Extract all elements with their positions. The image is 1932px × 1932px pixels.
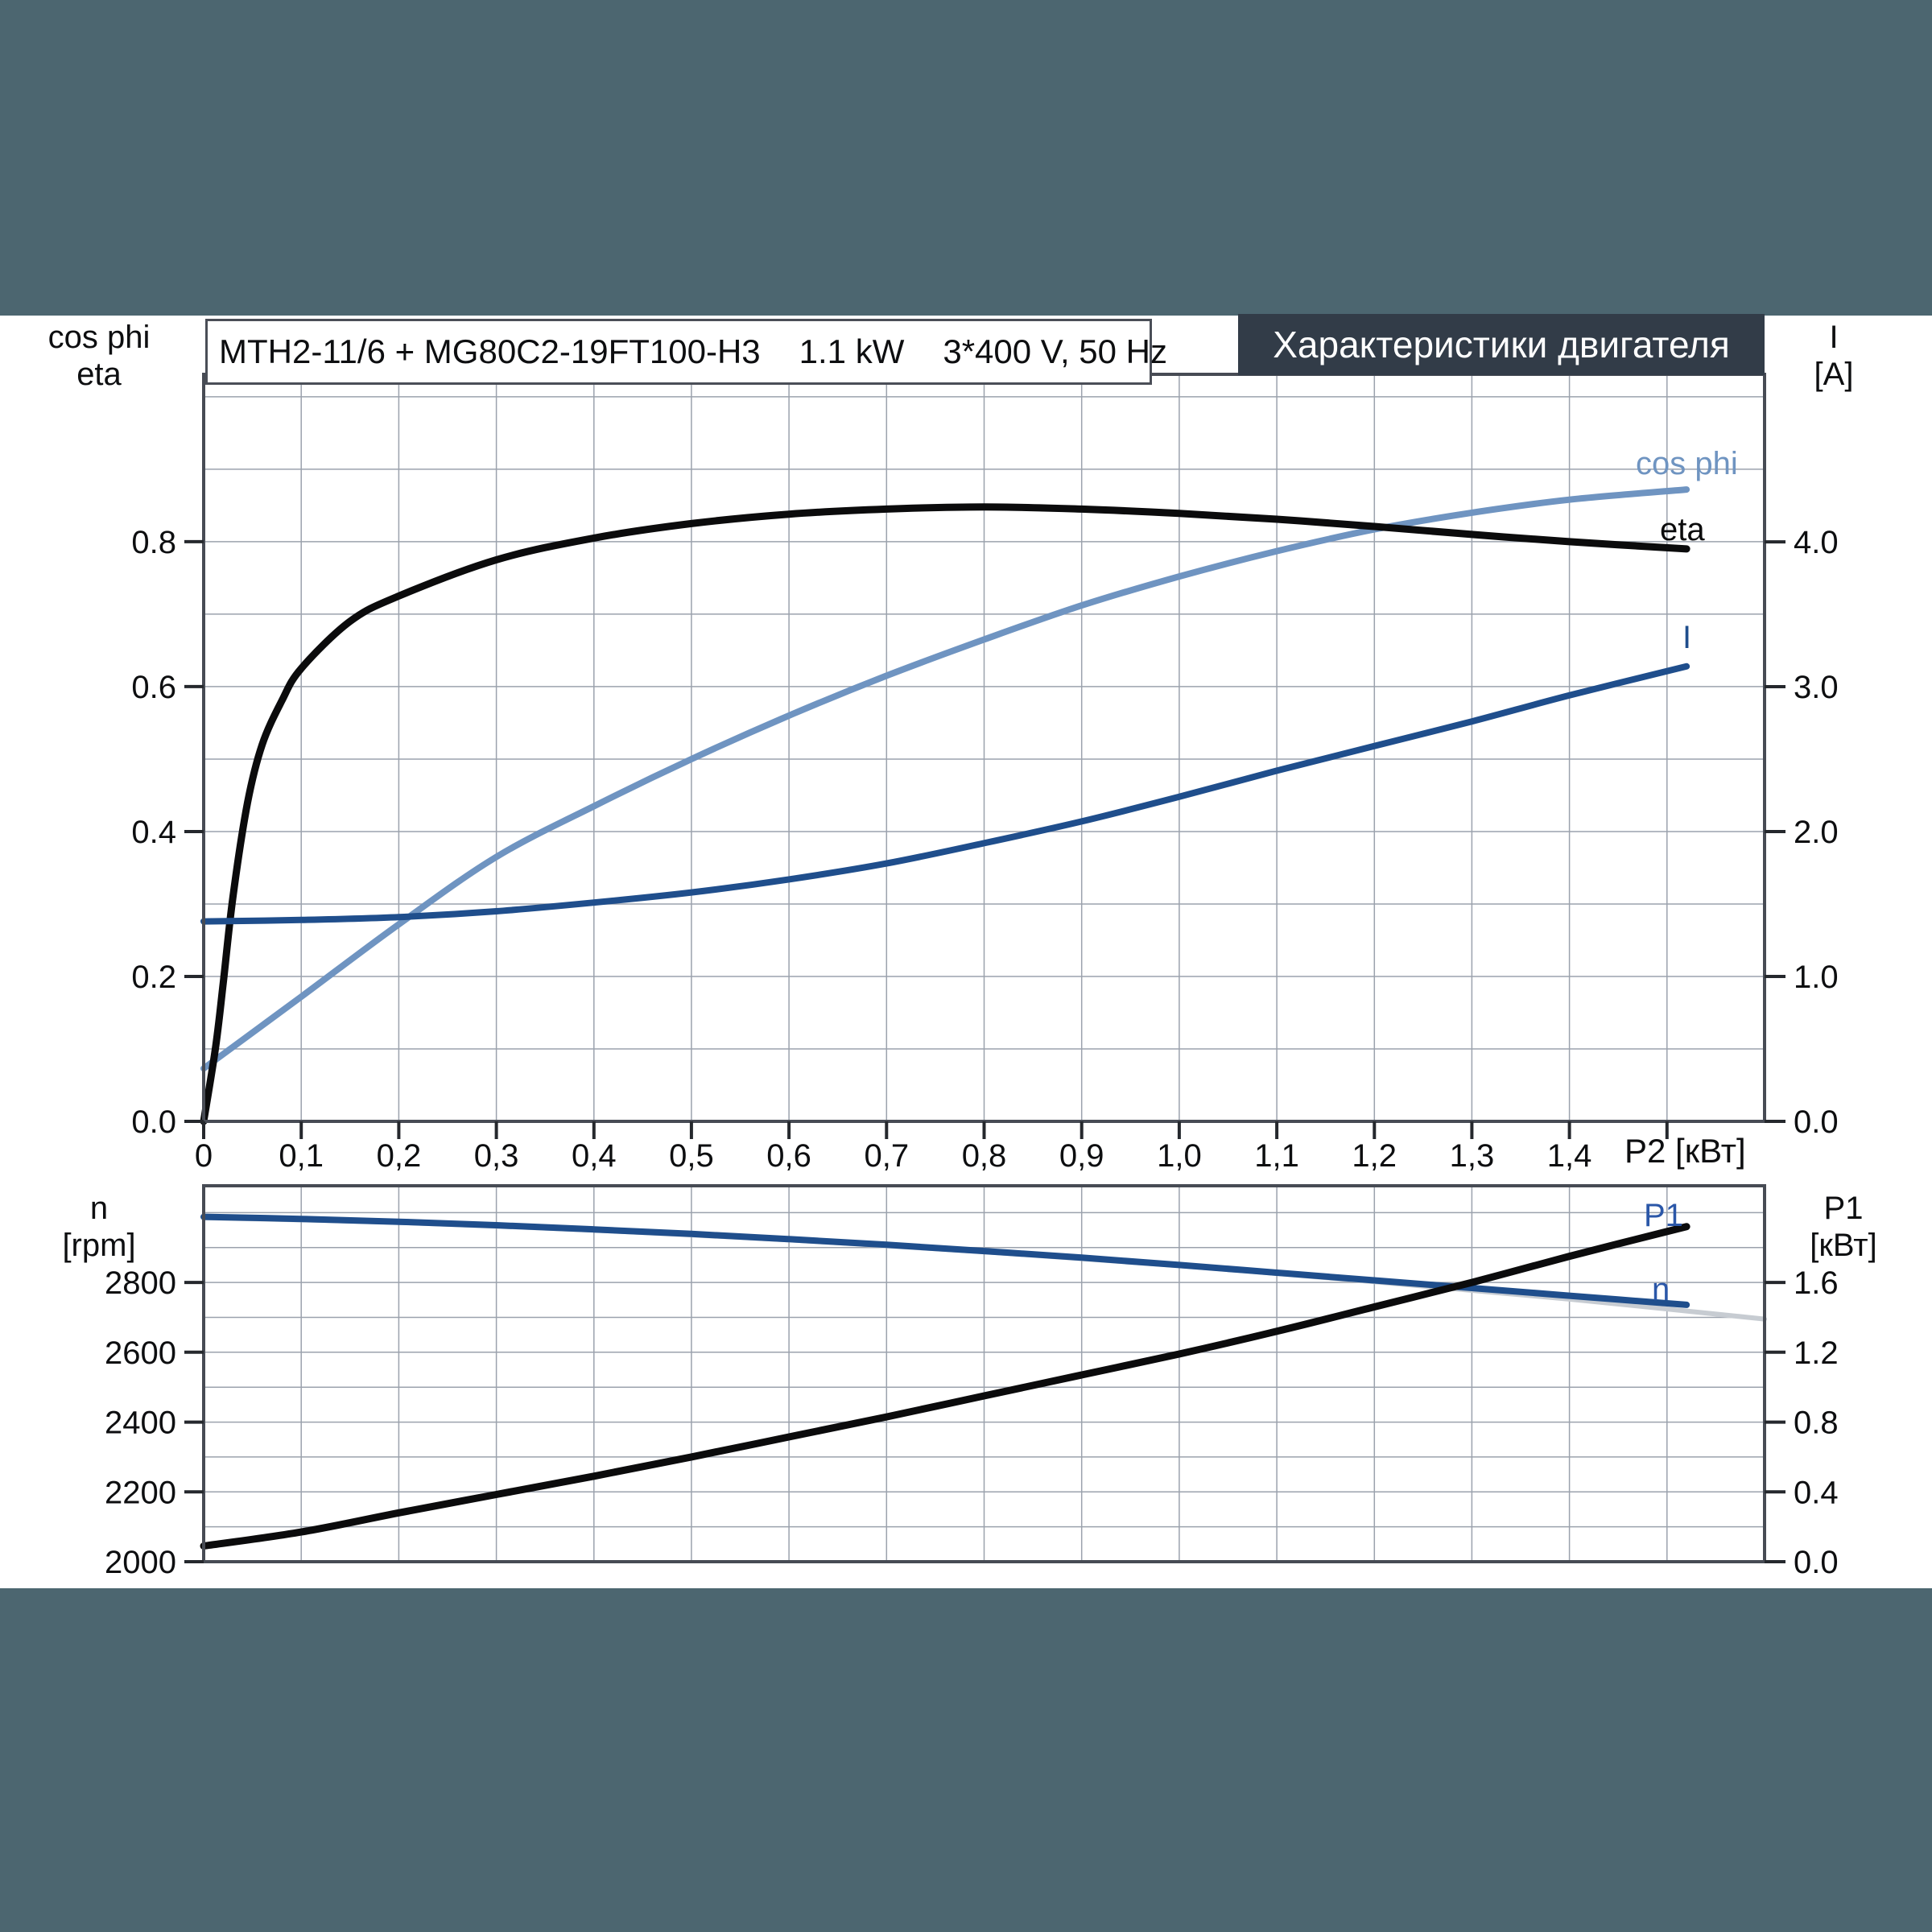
gridlines-chart-0 (204, 374, 1765, 1121)
tick-label-right: 0.0 (1794, 1104, 1839, 1140)
cos-phi-axis-label: cos phi (47, 320, 151, 355)
tick-label-left: 2800 (105, 1265, 176, 1301)
ticks-chart-1: 2000 2200 2400 2600 2800 0.0 0.4 0.8 1.2 1.6 (105, 1265, 1839, 1580)
curve-cos-phi (200, 486, 1690, 1072)
curve-label-p1: P1 (1644, 1198, 1683, 1233)
tick-label-x: 0,6 (766, 1138, 811, 1174)
p1-unit-label: [кВт] (1810, 1228, 1877, 1263)
tick-label-right: 0.0 (1794, 1545, 1839, 1580)
tick-label-x: 0,2 (377, 1138, 422, 1174)
tick-label-x: 0 (195, 1138, 213, 1174)
tick-label-x: 1,4 (1547, 1138, 1592, 1174)
speed-axis-label: n (89, 1191, 109, 1226)
tick-label-right: 1.2 (1794, 1335, 1839, 1371)
current-axis-label: I (1829, 320, 1839, 355)
y-axis-title-top-left: cos phi eta (27, 319, 171, 393)
speed-unit-label: [rpm] (62, 1228, 136, 1263)
current-unit-label: [A] (1814, 357, 1854, 392)
tick-label-x: 0,8 (962, 1138, 1007, 1174)
y-axis-title-top-right: I [A] (1769, 319, 1898, 393)
curve-eta (200, 503, 1690, 1125)
tick-label-right: 2.0 (1794, 815, 1839, 850)
tick-label-left: 0.2 (131, 960, 176, 995)
y-axis-title-bottom-right: P1 [кВт] (1779, 1190, 1908, 1264)
tick-label-x: 0,5 (669, 1138, 714, 1174)
series-chart-1 (200, 1213, 1767, 1550)
tick-label-x: 1,0 (1157, 1138, 1202, 1174)
tick-label-x: 0,4 (572, 1138, 617, 1174)
ticks-chart-0: 0.0 0.2 0.4 0.6 0.8 0.0 1.0 2.0 3.0 4.0 0 0,1 0,2 0,3… (131, 525, 1838, 1174)
tick-label-right: 1.0 (1794, 960, 1839, 995)
x-axis-unit-label: P2 [кВт] (1624, 1132, 1746, 1170)
chart-title-box: MTH2-11/6 + MG80C2-19FT100-H3 1.1 kW 3*4… (205, 319, 1167, 385)
curve-label-eta: eta (1660, 512, 1705, 547)
charts-plot-svg: 0.0 0.2 0.4 0.6 0.8 0.0 1.0 2.0 3.0 4.0 0 0,1 0,2 0,3… (105, 373, 1839, 1580)
chart-canvas: 0.0 0.2 0.4 0.6 0.8 0.0 1.0 2.0 3.0 4.0 0 0,1 0,2 0,3… (0, 314, 1932, 1588)
curve-label-cos-phi: cos phi (1636, 446, 1738, 481)
tick-label-left: 0.8 (131, 525, 176, 560)
tick-label-x: 0,1 (279, 1138, 324, 1174)
tick-label-left: 0.6 (131, 670, 176, 705)
tick-label-x: 1,3 (1450, 1138, 1495, 1174)
series-chart-0 (200, 486, 1690, 1125)
tick-label-left: 2200 (105, 1475, 176, 1510)
tick-label-right: 0.8 (1794, 1406, 1839, 1441)
tick-label-right: 3.0 (1794, 670, 1839, 705)
tick-label-x: 1,2 (1352, 1138, 1397, 1174)
tick-label-left: 0.4 (131, 815, 176, 850)
curve-label-n: n (1652, 1272, 1670, 1307)
tick-label-right: 1.6 (1794, 1265, 1839, 1301)
tick-label-x: 1,1 (1254, 1138, 1299, 1174)
tick-label-left: 2600 (105, 1335, 176, 1371)
curve-label-current: I (1682, 620, 1692, 655)
tick-label-right: 4.0 (1794, 525, 1839, 560)
tick-label-right: 0.4 (1794, 1475, 1839, 1510)
curve-P1 (200, 1223, 1690, 1550)
eta-axis-label: eta (76, 357, 122, 392)
tick-label-x: 0,7 (864, 1138, 909, 1174)
tick-label-x: 0,3 (474, 1138, 519, 1174)
header-bar: Характеристики двигателя (1238, 314, 1765, 375)
supply-voltage-label: 3*400 V, 50 Hz (943, 332, 1168, 370)
header-title: Характеристики двигателя (1273, 324, 1730, 365)
gridlines-chart-1 (204, 1186, 1765, 1562)
y-axis-title-bottom-left: n [rpm] (27, 1190, 171, 1264)
curve-n (200, 1213, 1690, 1308)
tick-label-left: 2000 (105, 1545, 176, 1580)
tick-label-left: 2400 (105, 1406, 176, 1441)
tick-label-x: 0,9 (1059, 1138, 1104, 1174)
p1-axis-label: P1 (1823, 1191, 1864, 1226)
tick-label-left: 0.0 (131, 1104, 176, 1140)
plot-frame-1 (202, 1184, 1766, 1563)
rated-power-label: 1.1 kW (799, 332, 905, 370)
pump-model-label: MTH2-11/6 + MG80C2-19FT100-H3 (219, 332, 761, 370)
curve-I (200, 663, 1690, 925)
